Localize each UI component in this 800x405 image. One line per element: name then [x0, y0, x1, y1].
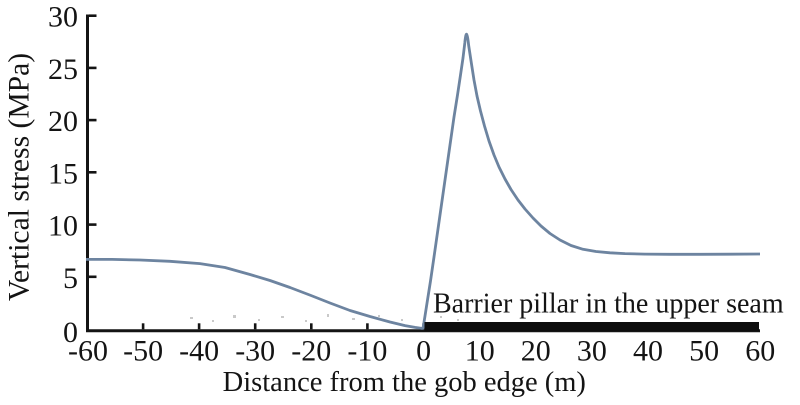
svg-text:-30: -30: [235, 335, 275, 368]
svg-text:50: 50: [689, 335, 719, 368]
svg-text:0: 0: [416, 335, 431, 368]
svg-text:25: 25: [48, 53, 78, 86]
svg-text:30: 30: [577, 335, 607, 368]
svg-text:Barrier pillar in the upper se: Barrier pillar in the upper seam: [433, 289, 784, 320]
svg-text:-60: -60: [68, 335, 108, 368]
svg-text:30: 30: [48, 1, 78, 34]
svg-text:-50: -50: [123, 335, 163, 368]
svg-text:15: 15: [48, 157, 78, 190]
svg-text:5: 5: [63, 262, 78, 295]
svg-text:-20: -20: [291, 335, 331, 368]
svg-text:60: 60: [745, 335, 775, 368]
svg-text:Distance from the gob edge (m): Distance from the gob edge (m): [223, 367, 586, 398]
svg-text:-40: -40: [179, 335, 219, 368]
svg-text:Vertical stress (MPa): Vertical stress (MPa): [4, 53, 36, 301]
svg-text:40: 40: [633, 335, 663, 368]
svg-text:20: 20: [521, 335, 551, 368]
svg-text:0: 0: [63, 316, 78, 349]
svg-text:10: 10: [48, 210, 78, 243]
svg-text:20: 20: [48, 105, 78, 138]
svg-text:10: 10: [465, 335, 495, 368]
svg-text:-10: -10: [347, 335, 387, 368]
